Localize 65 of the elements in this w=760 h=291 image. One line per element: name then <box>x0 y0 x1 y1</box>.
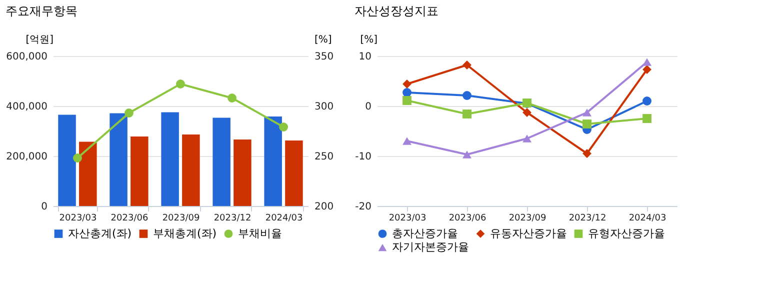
x-tick-label: 2023/03 <box>388 214 426 224</box>
x-tick-label: 2024/03 <box>628 214 666 224</box>
point <box>73 154 82 162</box>
legend-label: 자기자본증가율 <box>392 240 469 254</box>
y2-tick-label: 300 <box>314 102 334 112</box>
x-tick-label: 2023/09 <box>508 214 546 224</box>
point <box>402 80 412 88</box>
y-tick-label: 600,000 <box>6 52 48 62</box>
point <box>642 114 652 123</box>
y-axis-title: [억원] <box>26 34 54 46</box>
point <box>402 88 412 97</box>
bar <box>130 136 148 206</box>
point <box>642 96 652 106</box>
bar <box>264 116 282 206</box>
chart-title: 자산성장성지표 <box>354 4 439 18</box>
y-tick-label: -10 <box>355 152 372 162</box>
bar <box>110 113 128 206</box>
bar <box>79 142 97 206</box>
point <box>462 150 472 158</box>
bar <box>234 140 252 206</box>
point <box>228 94 236 102</box>
point <box>582 120 592 128</box>
point <box>642 58 652 66</box>
y2-tick-label: 250 <box>314 152 334 162</box>
y-axis-title: [%] <box>360 34 378 46</box>
y-tick-label: 0 <box>41 202 48 212</box>
x-tick-label: 2023/03 <box>59 214 97 224</box>
bar <box>212 118 230 206</box>
legend-label: 유형자산증가율 <box>588 226 665 240</box>
legend-label: 총자산증가율 <box>392 226 458 240</box>
point <box>124 108 134 118</box>
x-tick-label: 2023/06 <box>448 214 486 224</box>
y2-axis-title: [%] <box>314 34 332 46</box>
point <box>462 60 472 70</box>
y-tick-label: 0 <box>365 102 372 112</box>
point <box>582 149 592 158</box>
y-tick-label: 10 <box>358 52 372 62</box>
x-tick-label: 2023/12 <box>568 214 606 224</box>
y-tick-label: 400,000 <box>6 102 48 112</box>
x-tick-label: 2023/06 <box>110 214 148 224</box>
point <box>279 122 288 132</box>
point <box>176 80 185 88</box>
bar <box>58 114 76 206</box>
x-tick-label: 2023/09 <box>162 214 200 224</box>
y2-tick-label: 350 <box>314 52 334 62</box>
chart-title: 주요재무항목 <box>6 4 78 18</box>
x-tick-label: 2023/12 <box>214 214 252 224</box>
point <box>462 110 472 118</box>
y2-tick-label: 200 <box>314 202 334 212</box>
y-tick-label: -20 <box>355 202 372 212</box>
legend-label: 부채비율 <box>238 226 282 240</box>
x-tick-label: 2024/03 <box>265 214 303 224</box>
bar <box>161 112 179 206</box>
point <box>462 91 472 100</box>
point <box>402 137 412 145</box>
y-tick-label: 200,000 <box>6 152 48 162</box>
bar <box>285 140 303 206</box>
point <box>582 108 592 116</box>
legend-label: 부채총계(좌) <box>153 226 217 240</box>
legend-label: 자산총계(좌) <box>68 226 132 240</box>
point <box>522 134 532 142</box>
bar <box>182 134 200 206</box>
point <box>522 108 532 117</box>
point <box>402 96 412 105</box>
legend-label: 유동자산증가율 <box>490 226 567 240</box>
